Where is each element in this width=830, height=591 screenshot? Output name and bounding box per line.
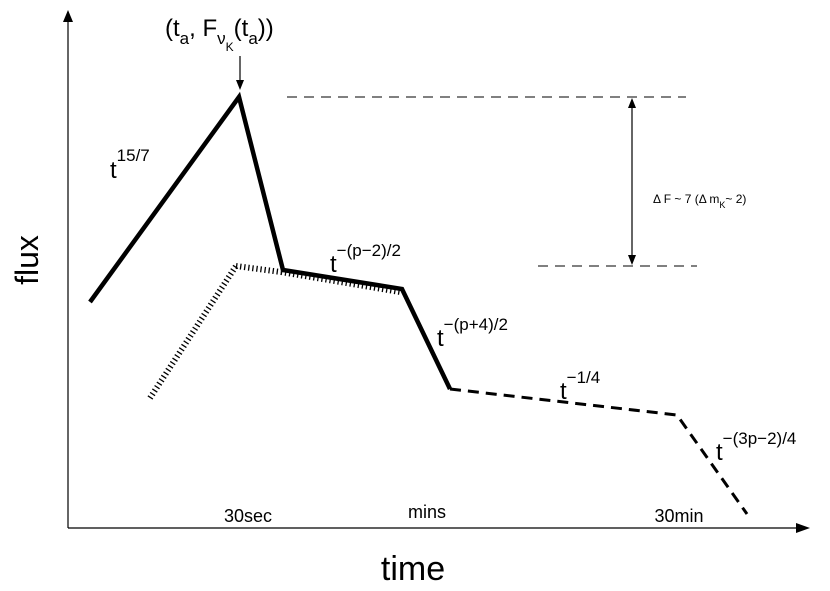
dotted-curve (147, 263, 401, 400)
time-marker-30min: 30min (654, 506, 703, 526)
peak-annotation: (ta, FνK(ta)) (165, 15, 274, 90)
segment-label-shallow-decay: t−1/4 (560, 368, 600, 405)
segment-label-plateau: t−(p−2)/2 (330, 241, 401, 278)
x-axis-arrow-icon (796, 523, 810, 533)
segment-label-steep-decay: t−(p+4)/2 (437, 315, 508, 352)
delta-arrow-down-icon (628, 255, 636, 265)
time-marker-30sec: 30sec (224, 506, 272, 526)
y-axis-label: flux (9, 235, 45, 285)
delta-annotation: Δ F ~ 7 (Δ mK~ 2) (653, 192, 746, 210)
segment-label-final-decay: t−(3p−2)/4 (716, 429, 796, 466)
solid-light-curve (88, 91, 453, 390)
peak-arrow-head-icon (236, 80, 244, 90)
time-marker-mins: mins (408, 502, 446, 522)
svg-text:(ta, FνK(ta)): (ta, FνK(ta)) (165, 15, 274, 54)
delta-arrow-up-icon (628, 98, 636, 108)
dashed-light-curve (449, 387, 749, 515)
x-axis-label: time (381, 550, 445, 588)
y-axis-arrow-icon (63, 10, 73, 22)
segment-label-rise: t15/7 (110, 146, 150, 184)
